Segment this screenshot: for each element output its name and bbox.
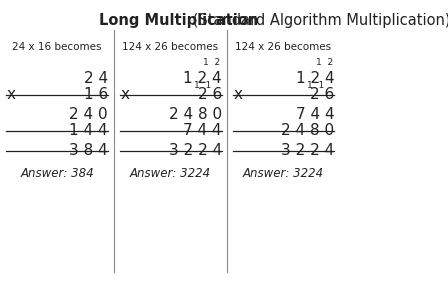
Text: 3 8 4: 3 8 4 xyxy=(69,143,108,158)
Text: 2 4 0: 2 4 0 xyxy=(69,107,108,122)
Text: 1  1: 1 1 xyxy=(194,81,211,90)
Text: Long Multiplication: Long Multiplication xyxy=(99,13,258,28)
Text: x: x xyxy=(233,87,242,102)
Text: 1 2 4: 1 2 4 xyxy=(183,71,222,86)
Text: 1  1: 1 1 xyxy=(306,81,324,90)
Text: 2 6: 2 6 xyxy=(310,87,334,102)
Text: x: x xyxy=(120,87,129,102)
Text: 1  2: 1 2 xyxy=(203,58,220,67)
Text: 2 6: 2 6 xyxy=(198,87,222,102)
Text: 7 4 4: 7 4 4 xyxy=(296,107,334,122)
Text: 1 4 4: 1 4 4 xyxy=(69,123,108,138)
Text: 2 4 8 0: 2 4 8 0 xyxy=(169,107,222,122)
Text: 1  2: 1 2 xyxy=(316,58,333,67)
Text: (Standard Algorithm Multiplication): (Standard Algorithm Multiplication) xyxy=(189,13,448,28)
Text: Answer: 3224: Answer: 3224 xyxy=(243,167,324,180)
Text: 3 2 2 4: 3 2 2 4 xyxy=(169,143,222,158)
Text: 3 2 2 4: 3 2 2 4 xyxy=(281,143,334,158)
Text: 1 6: 1 6 xyxy=(84,87,108,102)
Text: 7 4 4: 7 4 4 xyxy=(183,123,222,138)
Text: 24 x 16 becomes: 24 x 16 becomes xyxy=(12,42,102,52)
Text: x: x xyxy=(6,87,15,102)
Text: 2 4 8 0: 2 4 8 0 xyxy=(281,123,334,138)
Text: 124 x 26 becomes: 124 x 26 becomes xyxy=(122,42,218,52)
Text: 1 2 4: 1 2 4 xyxy=(296,71,334,86)
Text: 2 4: 2 4 xyxy=(84,71,108,86)
Text: Answer: 3224: Answer: 3224 xyxy=(129,167,211,180)
Text: 124 x 26 becomes: 124 x 26 becomes xyxy=(236,42,332,52)
Text: Answer: 384: Answer: 384 xyxy=(20,167,94,180)
